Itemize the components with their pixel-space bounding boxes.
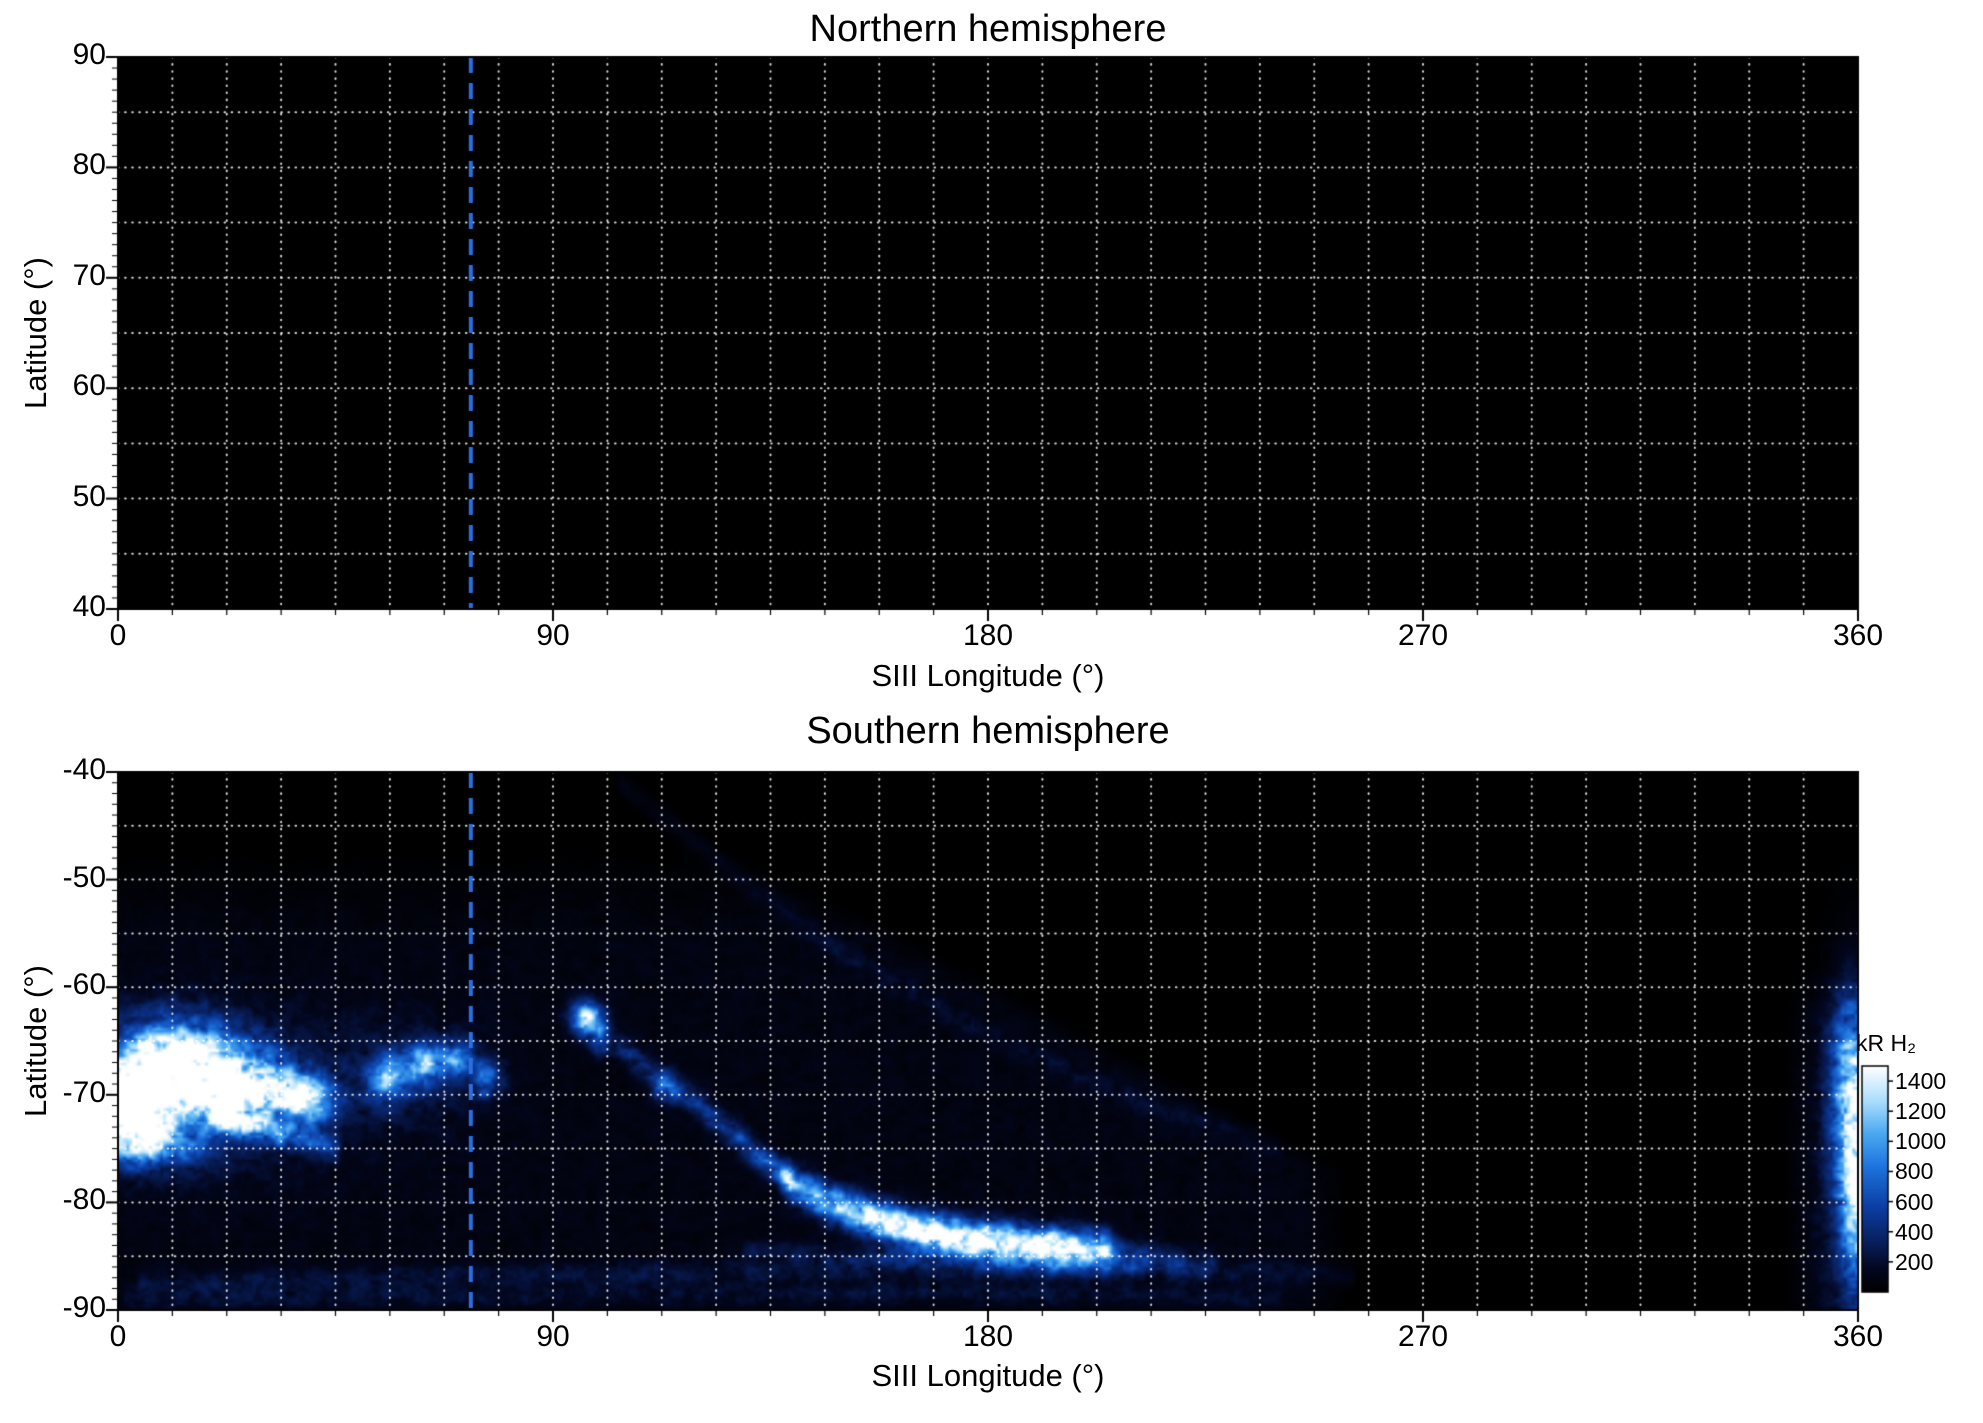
north-y-axis-label: Latitude (°) (18, 257, 53, 409)
south-x-axis-label: SIII Longitude (°) (871, 1358, 1105, 1393)
colorbar-title: kR H₂ (1856, 1030, 1917, 1056)
south-y-axis-label: Latitude (°) (18, 965, 53, 1117)
north-x-axis-label: SIII Longitude (°) (871, 658, 1105, 693)
north-panel-title: Northern hemisphere (809, 8, 1167, 50)
south-panel-title: Southern hemisphere (806, 710, 1170, 752)
